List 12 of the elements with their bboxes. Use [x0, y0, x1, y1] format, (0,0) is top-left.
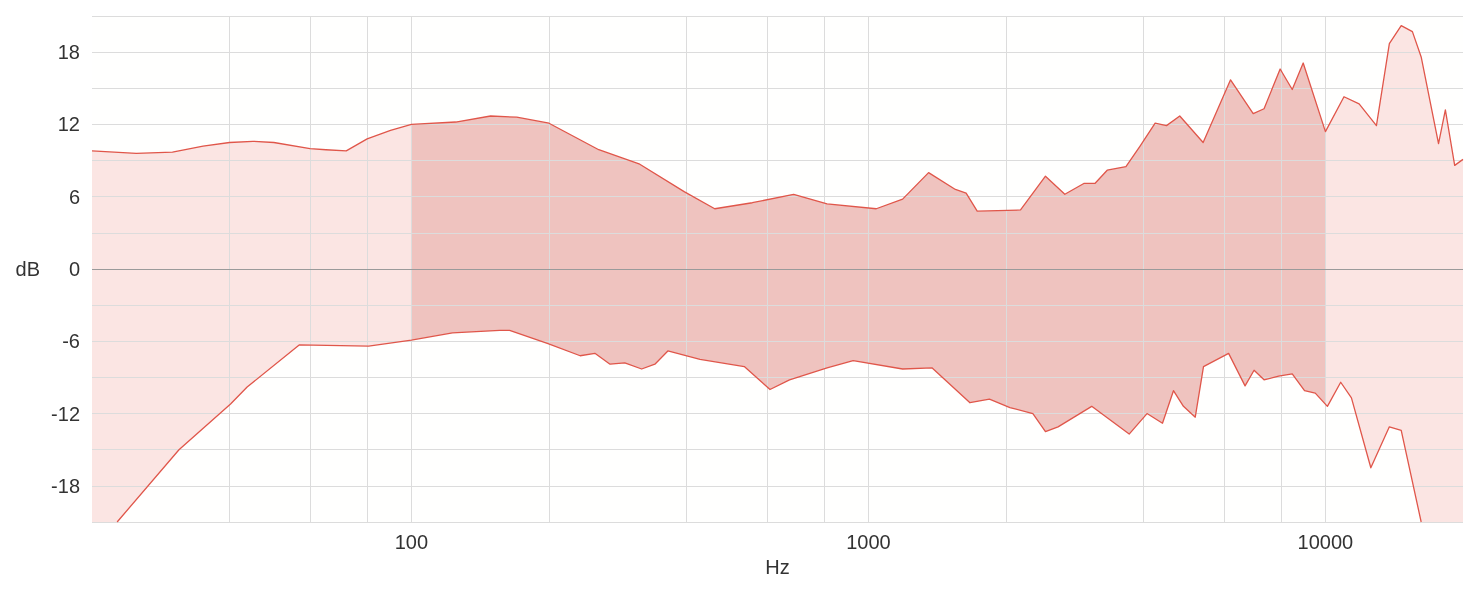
y-tick-label: 18 — [57, 41, 80, 64]
x-tick-label: 1000 — [846, 531, 891, 553]
y-tick-label: 12 — [57, 113, 80, 136]
y-tick-label: -6 — [62, 330, 80, 353]
y-axis-title: dB — [15, 258, 40, 280]
x-axis-title: Hz — [765, 555, 790, 578]
x-tick-label: 100 — [394, 531, 429, 553]
y-tick-label: 0 — [68, 258, 80, 280]
x-tick-label: 10000 — [1297, 531, 1354, 553]
y-tick-label: 6 — [68, 185, 80, 208]
y-tick-label: -18 — [51, 474, 80, 497]
y-tick-label: -12 — [51, 402, 80, 425]
